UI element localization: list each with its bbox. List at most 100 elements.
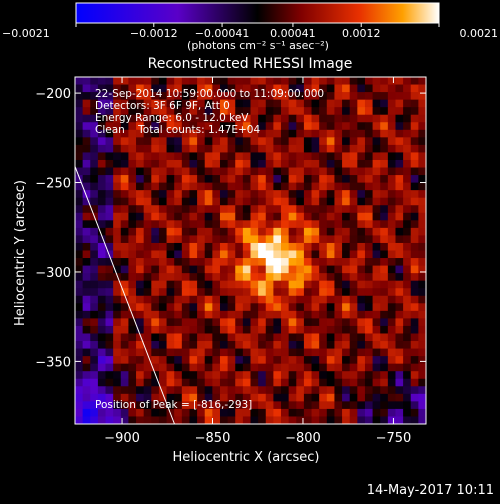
heatmap-cell: [166, 84, 175, 93]
heatmap-cell: [265, 77, 274, 85]
heatmap-cell: [250, 265, 259, 274]
heatmap-cell: [143, 356, 152, 365]
heatmap-cell: [265, 303, 274, 312]
heatmap-cell: [281, 356, 290, 365]
heatmap-cell: [403, 92, 412, 101]
heatmap-cell: [342, 182, 351, 191]
heatmap-cell: [235, 122, 244, 131]
heatmap-cell: [380, 137, 389, 146]
heatmap-cell: [212, 295, 221, 304]
heatmap-cell: [158, 159, 167, 168]
heatmap-cell: [288, 325, 297, 334]
heatmap-cell: [174, 99, 183, 108]
heatmap-cell: [235, 416, 244, 424]
heatmap-cell: [303, 212, 312, 221]
heatmap-cell: [395, 401, 404, 410]
heatmap-cell: [242, 401, 251, 410]
heatmap-cell: [174, 242, 183, 251]
heatmap-cell: [265, 408, 274, 417]
heatmap-cell: [143, 220, 152, 229]
heatmap-cell: [219, 235, 229, 244]
heatmap-cell: [387, 258, 396, 266]
heatmap-cell: [265, 265, 274, 274]
heatmap-cell: [357, 348, 366, 357]
heatmap-cell: [395, 341, 404, 349]
heatmap-cell: [326, 363, 335, 372]
annotation-energy-range: Energy Range: 6.0 - 12.0 keV: [95, 112, 249, 124]
heatmap-cell: [395, 280, 404, 289]
heatmap-cell: [227, 341, 236, 349]
heatmap-cell: [387, 152, 396, 161]
heatmap-cell: [75, 227, 84, 236]
heatmap-cell: [235, 325, 244, 334]
heatmap-cell: [288, 371, 297, 380]
heatmap-cell: [273, 280, 282, 289]
heatmap-cell: [219, 197, 229, 206]
heatmap-cell: [281, 378, 290, 387]
heatmap-cell: [410, 212, 419, 221]
colorbar-ticks: −0.0021 −0.0012 −0.00041 0.00041 0.0012 0.002…: [2, 23, 498, 40]
heatmap-cell: [311, 144, 320, 153]
heatmap-cell: [258, 212, 267, 221]
heatmap-cell: [357, 371, 366, 380]
heatmap-cell: [265, 205, 274, 214]
heatmap-cell: [342, 122, 351, 131]
heatmap-cell: [403, 265, 412, 274]
heatmap-cell: [197, 258, 206, 266]
heatmap-cell: [189, 242, 198, 251]
heatmap-cell: [334, 378, 343, 387]
heatmap-cell: [303, 386, 312, 395]
heatmap-cell: [136, 393, 145, 402]
heatmap-cell: [219, 99, 229, 108]
heatmap-cell: [281, 386, 290, 395]
heatmap-cell: [174, 393, 183, 402]
heatmap-cell: [265, 386, 274, 395]
heatmap-cell: [113, 190, 122, 199]
heatmap-cell: [128, 348, 137, 357]
heatmap-cell: [342, 167, 351, 176]
heatmap-cell: [319, 114, 328, 123]
heatmap-cell: [174, 122, 183, 131]
heatmap-cell: [204, 77, 213, 85]
heatmap-cell: [235, 92, 244, 101]
heatmap-cell: [204, 371, 213, 380]
heatmap-cell: [181, 371, 190, 380]
heatmap-cell: [250, 393, 259, 402]
heatmap-cell: [326, 341, 335, 349]
heatmap-cell: [342, 295, 351, 304]
heatmap-cell: [273, 152, 282, 161]
heatmap-cell: [288, 175, 297, 184]
heatmap-cell: [158, 325, 167, 334]
heatmap-cell: [120, 175, 129, 184]
heatmap-cell: [128, 280, 137, 289]
heatmap-cell: [334, 295, 343, 304]
heatmap-cell: [219, 205, 229, 214]
heatmap-cell: [357, 122, 366, 131]
heatmap-cell: [174, 107, 183, 116]
heatmap-cell: [75, 212, 84, 221]
heatmap-cell: [181, 159, 190, 168]
heatmap-cell: [166, 197, 175, 206]
heatmap-cell: [250, 378, 259, 387]
heatmap-cell: [410, 371, 419, 380]
heatmap-cell: [387, 235, 396, 244]
colorbar-tick-label: 0.0021: [460, 27, 499, 40]
heatmap-cell: [128, 258, 137, 266]
heatmap-cell: [120, 393, 129, 402]
heatmap-cell: [326, 295, 335, 304]
heatmap-cell: [372, 356, 381, 365]
heatmap-cell: [265, 182, 274, 191]
heatmap-cell: [120, 356, 129, 365]
heatmap-cell: [97, 401, 106, 410]
heatmap-cell: [212, 378, 221, 387]
heatmap-cell: [265, 242, 274, 251]
heatmap-cell: [403, 220, 412, 229]
heatmap-cell: [387, 408, 396, 417]
heatmap-cell: [158, 280, 167, 289]
heatmap-cell: [395, 137, 404, 146]
heatmap-cell: [250, 280, 259, 289]
heatmap-cell: [418, 84, 426, 93]
heatmap-cell: [204, 84, 213, 93]
heatmap-cell: [219, 363, 229, 372]
heatmap-cell: [410, 348, 419, 357]
